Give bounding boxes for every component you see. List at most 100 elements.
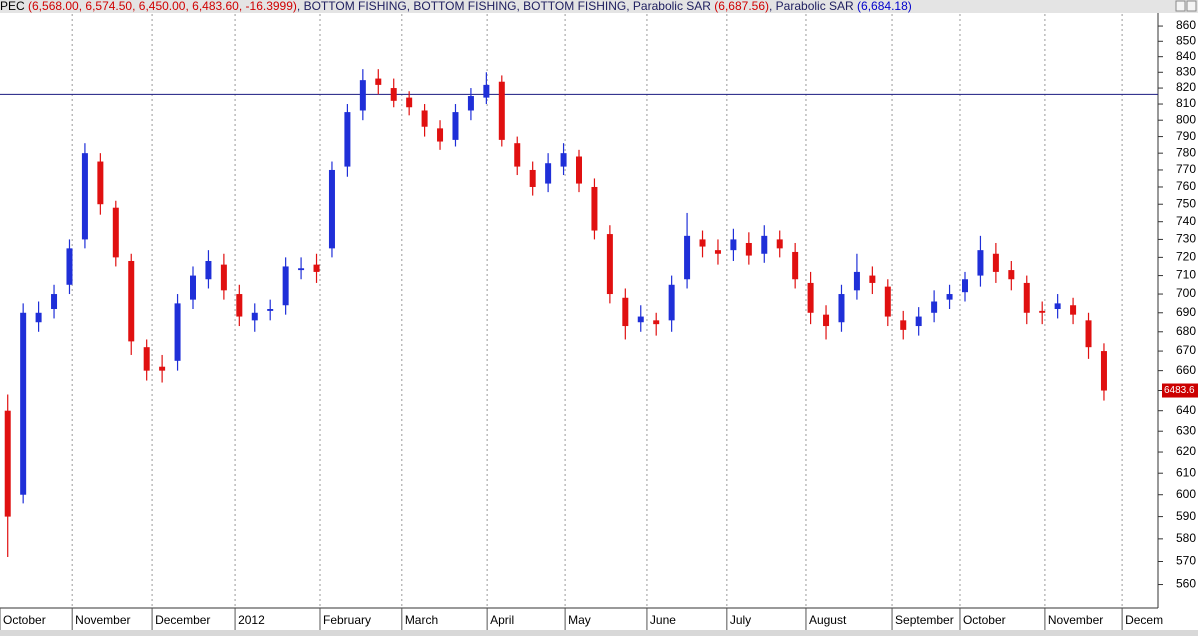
- y-tick-label: 600: [1176, 487, 1196, 501]
- candle-body: [792, 251, 799, 280]
- candle-body: [853, 271, 860, 291]
- candle-body: [205, 260, 212, 280]
- candle-body: [807, 282, 814, 313]
- candle-body: [699, 239, 706, 247]
- candle-body: [4, 410, 11, 517]
- candle-body: [143, 347, 150, 371]
- header-part: (6,684.18): [857, 0, 912, 13]
- y-tick-label: 810: [1176, 96, 1196, 110]
- candle-body: [869, 275, 876, 283]
- y-tick-label: 760: [1176, 179, 1196, 193]
- candle-body: [1070, 305, 1077, 315]
- candle-body: [267, 309, 274, 311]
- candle-body: [745, 242, 752, 256]
- candle-body: [576, 156, 582, 184]
- y-tick-label: 850: [1176, 33, 1196, 47]
- candle-body: [174, 303, 181, 361]
- y-tick-label: 580: [1176, 531, 1196, 545]
- y-tick-label: 620: [1176, 444, 1196, 458]
- candle-body: [375, 78, 382, 85]
- candle-body: [66, 248, 73, 285]
- candle-body: [51, 294, 58, 310]
- candle-body: [298, 268, 305, 271]
- y-tick-label: 730: [1176, 232, 1196, 246]
- y-tick-label: 590: [1176, 509, 1196, 523]
- header-part: (6,568.00, 6,574.50, 6,450.00, 6,483.60,…: [28, 0, 297, 13]
- last-price-label: 6483.6: [1164, 385, 1195, 396]
- candle-body: [684, 235, 691, 280]
- header-text: PEC (6,568.00, 6,574.50, 6,450.00, 6,483…: [0, 0, 912, 13]
- candle-body: [437, 128, 444, 142]
- candle-body: [112, 207, 119, 258]
- last-price-box: [1162, 383, 1198, 398]
- candle-body: [977, 250, 984, 276]
- candle-body: [251, 312, 258, 321]
- candle-body: [1100, 351, 1107, 391]
- candle-body: [159, 366, 166, 371]
- candle-body: [236, 294, 243, 317]
- y-tick-label: 630: [1176, 423, 1196, 437]
- y-tick-label: 820: [1176, 80, 1196, 94]
- restore-button[interactable]: [1175, 0, 1186, 12]
- candle-body: [591, 186, 598, 231]
- header-part: PEC: [0, 0, 28, 13]
- x-tick-label: Decem: [1125, 613, 1163, 627]
- candle-body: [344, 112, 351, 167]
- candle-body: [529, 169, 536, 187]
- candle-body: [992, 253, 999, 272]
- candle-body: [1039, 310, 1046, 313]
- candle-body: [328, 169, 335, 249]
- y-tick-label: 700: [1176, 286, 1196, 300]
- x-tick-label: May: [568, 613, 591, 627]
- candle-body: [931, 301, 938, 313]
- y-tick-label: 710: [1176, 268, 1196, 282]
- candle-body: [915, 316, 922, 327]
- candle-body: [190, 275, 196, 300]
- candle-body: [81, 153, 88, 240]
- x-tick-label: October: [963, 613, 1006, 627]
- candle-body: [653, 320, 660, 325]
- x-tick-label: 2012: [238, 613, 265, 627]
- candle-body: [714, 250, 721, 254]
- x-tick-label: March: [405, 613, 438, 627]
- scrollbar[interactable]: [0, 630, 1198, 636]
- candle-body: [282, 266, 289, 306]
- header-part: , BOTTOM FISHING, BOTTOM FISHING, BOTTOM…: [297, 0, 714, 13]
- close-button[interactable]: [1186, 0, 1197, 12]
- candle-body: [483, 84, 490, 98]
- candle-body: [452, 112, 459, 140]
- candle-body: [622, 297, 629, 327]
- y-tick-label: 840: [1176, 49, 1196, 63]
- candle-body: [730, 239, 737, 251]
- y-tick-label: 830: [1176, 64, 1196, 78]
- candle-body: [560, 153, 567, 167]
- candle-body: [359, 80, 366, 111]
- y-tick-label: 740: [1176, 214, 1196, 228]
- candle-body: [761, 235, 768, 254]
- candle-body: [946, 294, 953, 300]
- candle-body: [776, 239, 783, 249]
- x-tick-label: December: [155, 613, 210, 627]
- x-tick-label: July: [730, 613, 751, 627]
- y-tick-label: 680: [1176, 324, 1196, 338]
- x-tick-label: November: [75, 613, 130, 627]
- candle-body: [1085, 320, 1092, 348]
- candle-body: [514, 143, 521, 167]
- candle-body: [962, 279, 968, 293]
- x-tick-label: April: [490, 613, 514, 627]
- candle-body: [838, 294, 845, 323]
- y-tick-label: 770: [1176, 162, 1196, 176]
- candle-body: [390, 88, 397, 101]
- candle-body: [1023, 282, 1030, 313]
- candle-body: [406, 97, 413, 108]
- candle-body: [421, 110, 428, 127]
- y-tick-label: 790: [1176, 129, 1196, 143]
- x-tick-label: November: [1048, 613, 1103, 627]
- candle-body: [823, 314, 830, 327]
- x-tick-label: September: [895, 613, 954, 627]
- candle-body: [20, 312, 27, 495]
- candle-body: [35, 312, 42, 323]
- x-tick-label: October: [3, 613, 46, 627]
- candle-body: [128, 260, 135, 342]
- candle-body: [668, 284, 675, 321]
